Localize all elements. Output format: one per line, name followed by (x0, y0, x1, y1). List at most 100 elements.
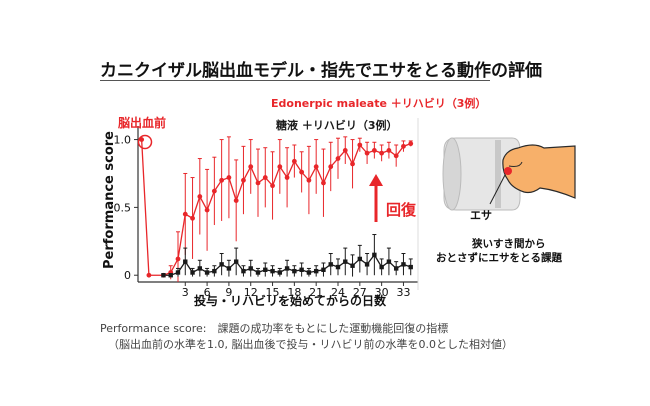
data-point (284, 266, 290, 271)
x-tick-label: 30 (375, 286, 389, 299)
data-point (408, 141, 414, 147)
data-point (292, 268, 297, 274)
data-point (372, 252, 377, 258)
bait-pellet (504, 167, 512, 175)
data-point (313, 164, 319, 170)
data-point (291, 158, 297, 164)
x-tick-label: 6 (204, 286, 211, 299)
data-point (226, 266, 232, 271)
recovery-arrow-head (369, 174, 383, 186)
data-point (277, 164, 283, 170)
data-point (204, 207, 210, 213)
y-tick-label: 0.5 (114, 201, 132, 214)
data-point (183, 259, 188, 264)
data-point (321, 267, 326, 272)
data-point (168, 273, 173, 278)
legend-vehicle: 糖液 ＋リハビリ（3例） (276, 118, 397, 132)
data-point (328, 262, 333, 267)
x-tick-label: 21 (309, 286, 323, 299)
data-point (270, 268, 275, 274)
data-point (364, 262, 370, 267)
data-point (357, 256, 363, 262)
data-point (190, 215, 195, 221)
data-point (393, 266, 399, 271)
data-point (263, 267, 268, 272)
y-tick-label: 0 (124, 269, 131, 282)
x-axis-label: 投与・リハビリを始めてからの日数 (194, 293, 387, 308)
x-tick-label: 15 (266, 286, 280, 299)
title-underline (100, 80, 490, 81)
data-point (371, 148, 377, 153)
pre-hemorrhage-label: 脳出血前 (118, 115, 166, 130)
data-point (386, 259, 392, 264)
data-point (241, 177, 246, 183)
data-point (364, 150, 370, 156)
footnote-line-1: Performance score: 課題の成功率をもとにした運動機能回復の指標 (100, 322, 449, 335)
data-point (248, 164, 254, 170)
data-point (212, 268, 217, 274)
series-line-0 (140, 139, 411, 276)
data-point (204, 270, 210, 275)
data-point (401, 143, 406, 149)
data-point (161, 273, 166, 278)
figure-title: カニクイザル脳出血モデル・指先でエサをとる動作の評価 (100, 61, 542, 81)
data-point (350, 263, 355, 268)
y-axis-label: Performance score (102, 131, 117, 269)
data-point (277, 270, 283, 275)
data-point (401, 262, 406, 267)
cylinder-end (442, 137, 462, 211)
x-tick-label: 3 (182, 286, 189, 299)
x-tick-label: 24 (331, 286, 345, 299)
data-point (306, 270, 312, 275)
data-point (219, 262, 224, 267)
data-point (306, 177, 312, 183)
footnote-line-2: （脳出血前の水準を1.0, 脳出血後で投与・リハビリ前の水準を0.0とした相対値… (108, 338, 513, 351)
task-label-line1: 狭いすき間から (471, 237, 546, 250)
data-point (270, 183, 275, 189)
data-point (299, 169, 305, 175)
slit-gap (495, 140, 501, 208)
data-point (197, 194, 203, 199)
data-point (386, 148, 392, 153)
x-tick-label: 12 (244, 286, 258, 299)
x-tick-label: 9 (225, 286, 232, 299)
data-point (233, 198, 239, 204)
data-point (284, 175, 290, 180)
data-point (182, 211, 188, 217)
data-point (335, 264, 341, 270)
x-tick-label: 27 (353, 286, 367, 299)
data-point (146, 272, 152, 278)
data-point (313, 268, 319, 274)
data-point (408, 264, 413, 270)
pre-hemorrhage-marker-ring (137, 134, 153, 150)
data-point (175, 256, 181, 262)
data-point (197, 266, 203, 271)
legend-drug: Edonerpic maleate ＋リハビリ（3例） (271, 96, 486, 110)
recovery-label: 回復 (386, 201, 417, 219)
data-point (226, 175, 232, 180)
data-point (255, 270, 261, 275)
bait-label: エサ (470, 209, 492, 222)
data-point (233, 259, 239, 264)
y-tick-label: 1.0 (114, 134, 132, 147)
data-point (241, 268, 246, 274)
data-point (321, 180, 326, 186)
data-point (248, 266, 253, 271)
data-point (393, 153, 399, 159)
bait-pointer (489, 174, 506, 205)
data-point (350, 161, 355, 167)
data-point (255, 180, 261, 186)
data-point (219, 177, 225, 183)
data-point (175, 270, 181, 275)
apparatus-illustration: エサ (442, 137, 576, 222)
x-tick-label: 18 (287, 286, 301, 299)
x-tick-label: 33 (396, 286, 410, 299)
data-point (357, 142, 363, 148)
data-point (211, 188, 217, 194)
data-point (343, 259, 348, 264)
hand-icon (502, 144, 576, 199)
task-label-line2: おとさずにエサをとる課題 (436, 251, 562, 264)
data-point (328, 164, 334, 170)
data-point (190, 270, 195, 275)
